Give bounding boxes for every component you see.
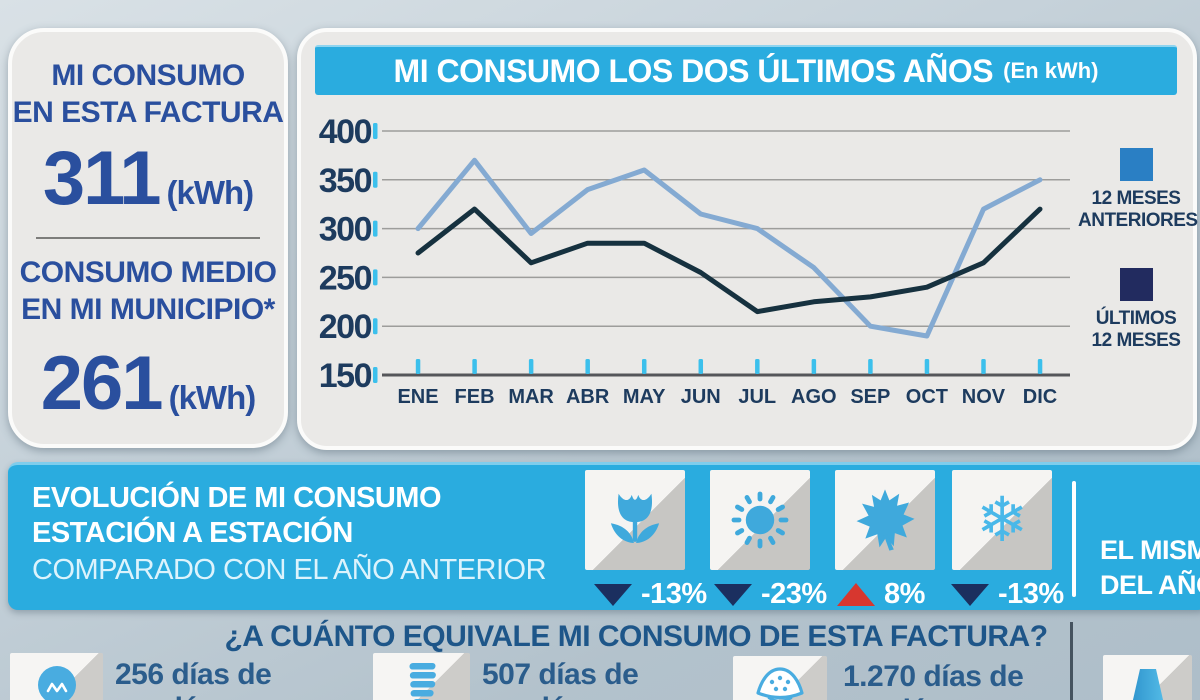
season-card-winter: ❄	[952, 470, 1052, 570]
season-band-title-line2: ESTACIÓN A ESTACIÓN	[32, 517, 353, 549]
season-change-value: 8%	[884, 578, 925, 610]
chart-title: MI CONSUMO LOS DOS ÚLTIMOS AÑOS	[393, 52, 994, 89]
equivalence-text-1: 256 días de una lámpara	[115, 658, 287, 700]
maple-leaf-autumn-icon	[856, 489, 915, 551]
svg-text:250: 250	[319, 259, 372, 297]
svg-text:FEB: FEB	[455, 386, 495, 408]
consumption-summary-card: MI CONSUMO EN ESTA FACTURA 311 (kWh) CON…	[8, 28, 288, 448]
season-card-autumn	[835, 470, 935, 570]
legend-last-line2: 12 MESES	[1091, 330, 1181, 352]
svg-text:150: 150	[319, 357, 372, 395]
svg-text:350: 350	[319, 162, 372, 200]
band-divider	[1072, 481, 1076, 597]
legend-label-last: ÚLTIMOS 12 MESES	[1078, 308, 1194, 353]
trend-up-icon	[837, 583, 875, 606]
equivalence-2-line1: 507 días de	[482, 658, 639, 691]
same-period-note-line1: EL MISMO	[1100, 535, 1200, 565]
equivalence-card-cfl	[373, 653, 470, 700]
season-band-subtitle: COMPARADO CON EL AÑO ANTERIOR	[32, 554, 547, 586]
same-period-note-line2: DEL AÑO	[1100, 570, 1200, 601]
bill-consumption-title-line1: MI CONSUMO	[51, 59, 245, 92]
municipality-kwh-value: 261	[40, 341, 164, 427]
legend-last-12-months: ÚLTIMOS 12 MESES	[1078, 268, 1194, 353]
season-evolution-band: EVOLUCIÓN DE MI CONSUMO ESTACIÓN A ESTAC…	[8, 462, 1200, 610]
sun-summer-icon	[731, 491, 789, 549]
equivalence-divider	[1070, 622, 1073, 700]
trend-down-icon	[951, 583, 989, 606]
svg-text:OCT: OCT	[906, 386, 948, 408]
legend-previous-line1: 12 MESES	[1091, 188, 1181, 209]
season-card-spring	[585, 470, 685, 570]
season-band-title-line1: EVOLUCIÓN DE MI CONSUMO	[32, 482, 442, 514]
season-change-spring: -13%	[594, 578, 707, 610]
trend-down-icon	[714, 583, 752, 606]
svg-text:AGO: AGO	[791, 386, 837, 408]
tulip-spring-icon	[610, 493, 660, 543]
svg-text:NOV: NOV	[962, 386, 1006, 408]
season-change-winter: -13%	[951, 578, 1064, 610]
incandescent-bulb-icon	[37, 666, 76, 700]
svg-text:ABR: ABR	[566, 386, 610, 408]
svg-text:SEP: SEP	[850, 386, 890, 408]
season-change-value: -13%	[998, 578, 1064, 610]
equivalence-1-line2: una lámpara	[115, 692, 287, 700]
svg-text:JUL: JUL	[738, 386, 776, 408]
cfl-bulb-icon	[408, 663, 436, 700]
bill-consumption-title: MI CONSUMO EN ESTA FACTURA	[13, 58, 284, 131]
consumption-line-chart: 150 200 250 300 350 400 ENE FEB MAR ABR MAY JUN JUL A…	[319, 113, 1070, 408]
svg-text:MAY: MAY	[623, 386, 666, 408]
equivalence-3-line1: 1.270 días de	[843, 660, 1024, 693]
bill-kwh-unit: (kWh)	[166, 174, 254, 212]
equivalence-3-line2: una lámpara	[843, 694, 1015, 700]
equivalence-card-led	[733, 656, 827, 700]
svg-text:JUN: JUN	[681, 386, 721, 408]
same-period-note: EL MISMO DEL AÑO	[1100, 533, 1200, 603]
season-change-summer: -23%	[714, 578, 827, 610]
municipality-average-value: 261 (kWh)	[40, 341, 257, 427]
legend-label-previous: 12 MESES ANTERIORES	[1078, 188, 1198, 233]
legend-swatch-previous-icon	[1119, 148, 1153, 181]
municipality-title-line2: EN MI MUNICIPIO*	[21, 292, 275, 326]
season-change-value: -23%	[761, 578, 827, 610]
svg-text:DIC: DIC	[1023, 386, 1057, 408]
equivalence-text-2: 507 días de una lámpara	[482, 658, 654, 700]
municipality-title-line1: CONSUMO MEDIO	[19, 256, 277, 290]
equivalence-card-appliance	[1103, 655, 1192, 700]
season-change-autumn: 8%	[837, 578, 925, 610]
trend-down-icon	[594, 583, 632, 606]
legend-last-line1: ÚLTIMOS	[1095, 308, 1177, 329]
chart-title-units: (En kWh)	[1003, 58, 1099, 83]
led-bulb-icon	[756, 667, 804, 700]
chart-title-banner: MI CONSUMO LOS DOS ÚLTIMOS AÑOS (En kWh)	[315, 45, 1177, 95]
bill-kwh-value: 311	[42, 136, 162, 222]
svg-text:200: 200	[319, 308, 372, 346]
equivalence-text-3: 1.270 días de una lámpara	[843, 660, 1024, 700]
svg-text:ENE: ENE	[397, 386, 438, 408]
legend-swatch-last-icon	[1119, 268, 1153, 301]
equivalence-2-line2: una lámpara	[482, 692, 654, 700]
svg-text:MAR: MAR	[508, 386, 554, 408]
municipality-average-title: CONSUMO MEDIO EN MI MUNICIPIO*	[20, 255, 277, 328]
legend-previous-line2: ANTERIORES	[1078, 210, 1198, 232]
equivalence-1-line1: 256 días de	[115, 658, 272, 691]
summary-divider	[36, 237, 260, 240]
svg-text:400: 400	[319, 113, 372, 151]
chart-panel: MI CONSUMO LOS DOS ÚLTIMOS AÑOS (En kWh)…	[297, 28, 1198, 450]
bill-consumption-value: 311 (kWh)	[42, 136, 254, 222]
equivalence-heading: ¿A CUÁNTO EQUIVALE MI CONSUMO DE ESTA FA…	[224, 620, 1048, 653]
season-change-value: -13%	[641, 578, 707, 610]
iron-appliance-icon	[1132, 669, 1163, 700]
snowflake-winter-icon: ❄	[976, 483, 1028, 556]
bill-consumption-title-line2: EN ESTA FACTURA	[12, 95, 284, 129]
legend-previous-12-months: 12 MESES ANTERIORES	[1078, 148, 1198, 233]
svg-text:300: 300	[319, 211, 372, 249]
municipality-kwh-unit: (kWh)	[168, 379, 257, 417]
equivalence-card-incandescent	[10, 653, 103, 700]
season-card-summer	[710, 470, 810, 570]
